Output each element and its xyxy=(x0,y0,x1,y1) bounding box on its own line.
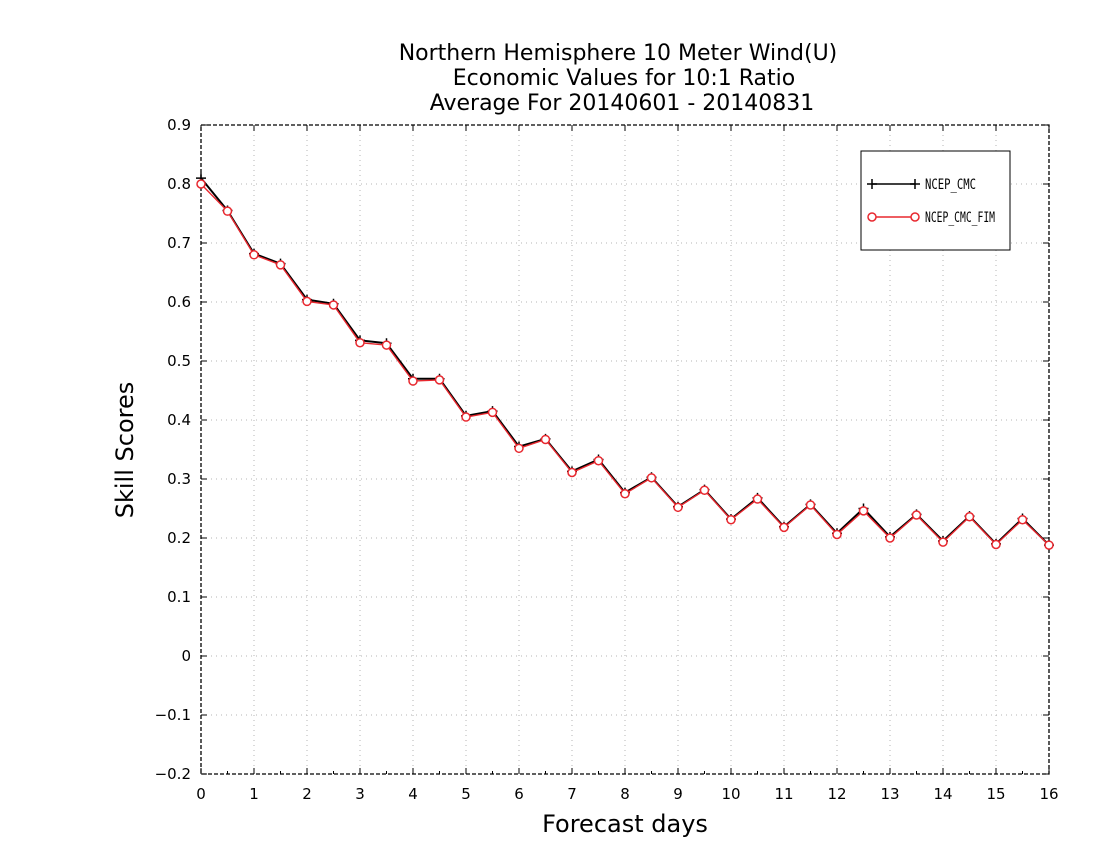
data-point xyxy=(620,489,630,499)
data-point xyxy=(434,375,445,385)
x-tick-label: 13 xyxy=(880,785,899,803)
legend-marker xyxy=(910,212,920,222)
y-tick-label: 0.1 xyxy=(167,588,191,606)
y-tick-label: −0.2 xyxy=(155,765,191,783)
data-point xyxy=(832,529,842,540)
y-tick-label: 0.9 xyxy=(167,116,191,134)
x-tick-label: 3 xyxy=(355,785,365,803)
x-tick-label: 12 xyxy=(827,785,846,803)
legend-marker xyxy=(867,179,877,189)
data-point xyxy=(222,206,233,216)
data-point xyxy=(408,376,418,386)
data-point xyxy=(885,533,895,543)
chart-title-line-3: Average For 20140601 - 20140831 xyxy=(430,91,815,116)
x-tick-label: 4 xyxy=(408,785,418,803)
data-point xyxy=(514,443,524,454)
x-tick-label: 11 xyxy=(774,785,793,803)
axes: 0 1 2 3 4 5 6 7 8 9 10 11 12 13 14 15 16−0.2−0.100.10.20… xyxy=(155,116,1059,803)
data-point xyxy=(381,340,392,350)
data-point xyxy=(593,455,604,466)
y-axis-title: Skill Scores xyxy=(111,382,139,519)
legend-label: NCEP_CMC_FIM xyxy=(925,210,995,226)
x-tick-label: 14 xyxy=(933,785,952,803)
data-point xyxy=(991,539,1001,550)
x-tick-label: 6 xyxy=(514,785,524,803)
data-point xyxy=(1044,540,1054,550)
y-tick-label: 0.5 xyxy=(167,352,191,370)
y-tick-label: 0.6 xyxy=(167,293,191,311)
data-point xyxy=(355,337,365,348)
legend-label: NCEP_CMC xyxy=(925,177,976,193)
y-tick-label: 0.7 xyxy=(167,234,191,252)
chart-title: Northern Hemisphere 10 Meter Wind(U) Eco… xyxy=(399,41,838,116)
y-tick-label: 0 xyxy=(181,647,191,665)
series-layer xyxy=(196,173,1054,551)
x-tick-label: 15 xyxy=(986,785,1005,803)
y-tick-label: 0.2 xyxy=(167,529,191,547)
data-point xyxy=(540,434,551,445)
data-point xyxy=(699,485,710,495)
data-point xyxy=(911,510,922,520)
y-tick-label: 0.8 xyxy=(167,175,191,193)
legend-item: NCEP_CMC xyxy=(867,177,976,193)
data-point xyxy=(673,502,683,513)
grid xyxy=(201,125,1049,774)
series-ncep-cmc-fim xyxy=(196,179,1054,550)
x-tick-label: 7 xyxy=(567,785,577,803)
chart-title-line-2: Economic Values for 10:1 Ratio xyxy=(453,66,795,91)
x-tick-label: 1 xyxy=(249,785,259,803)
data-point xyxy=(302,296,312,307)
legend-marker xyxy=(867,212,877,222)
x-tick-label: 2 xyxy=(302,785,312,803)
data-point xyxy=(646,473,657,483)
legend-box xyxy=(860,150,1011,251)
data-point xyxy=(726,514,736,525)
x-tick-label: 16 xyxy=(1039,785,1058,803)
data-point xyxy=(779,522,789,533)
data-point xyxy=(328,300,339,310)
data-point xyxy=(249,250,259,260)
legend: NCEP_CMC NCEP_CMC_FIM xyxy=(860,150,1011,251)
data-point xyxy=(196,179,206,189)
data-point xyxy=(805,500,816,510)
y-tick-label: −0.1 xyxy=(155,706,191,724)
data-point xyxy=(275,260,286,270)
data-point xyxy=(938,537,948,547)
data-point xyxy=(752,494,763,504)
legend-item: NCEP_CMC_FIM xyxy=(867,210,995,226)
y-tick-label: 0.3 xyxy=(167,470,191,488)
y-tick-label: 0.4 xyxy=(167,411,191,429)
data-point xyxy=(964,512,975,522)
data-point xyxy=(567,467,577,478)
x-tick-label: 10 xyxy=(721,785,740,803)
data-point xyxy=(1017,514,1028,525)
x-tick-label: 9 xyxy=(673,785,683,803)
data-point xyxy=(858,506,869,516)
data-point xyxy=(487,407,498,418)
x-axis-title: Forecast days xyxy=(542,810,708,838)
x-tick-label: 0 xyxy=(196,785,206,803)
x-tick-label: 8 xyxy=(620,785,630,803)
chart-title-line-1: Northern Hemisphere 10 Meter Wind(U) xyxy=(399,41,838,66)
x-tick-label: 5 xyxy=(461,785,471,803)
legend-marker xyxy=(910,179,920,189)
data-point xyxy=(461,412,471,422)
